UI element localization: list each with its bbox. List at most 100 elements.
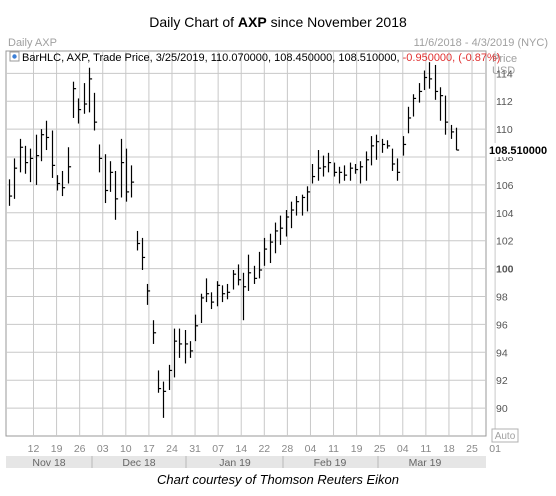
price-bar: [98, 144, 103, 173]
price-bar: [184, 329, 189, 364]
x-tick-label: 11: [328, 443, 339, 455]
price-bar: [301, 194, 306, 216]
x-tick-label: 19: [51, 443, 63, 455]
x-axis: 12 19 26 03 10 17 24 31 07 14 22 28 04 11 19 25 04 11 18 25…: [6, 443, 501, 468]
y-tick-label: 90: [496, 403, 508, 415]
price-bar: [35, 134, 40, 185]
price-bar: [253, 265, 258, 284]
price-bar: [391, 148, 396, 171]
y-tick-label: 104: [496, 208, 514, 220]
grid: [6, 51, 496, 436]
plot-frame: [5, 50, 487, 437]
price-bar: [333, 162, 338, 177]
price-bar: [402, 136, 407, 156]
x-tick-label: 04: [397, 443, 409, 455]
legend-text: BarHLC, AXP, Trade Price, 3/25/2019, 110…: [22, 52, 400, 64]
price-bar: [237, 264, 242, 286]
price-bar: [418, 83, 423, 103]
price-bar: [45, 120, 50, 151]
price-axis-label: Price: [492, 53, 517, 65]
x-tick-label: 17: [143, 443, 155, 455]
legend-toggle-icon[interactable]: [12, 54, 17, 59]
price-bar: [125, 148, 130, 202]
x-tick-label: 14: [235, 443, 247, 455]
y-tick-label: 114: [496, 68, 513, 80]
price-bar: [162, 381, 167, 418]
price-bar: [343, 165, 348, 181]
x-month-label: Jan 19: [219, 457, 251, 468]
price-chart: Daily AXP 11/6/2018 - 4/3/2019 (NYC) 12 1…: [0, 36, 556, 468]
price-bar: [375, 134, 380, 160]
x-tick-label: 03: [97, 443, 109, 455]
price-bars: [8, 62, 460, 418]
x-tick-label: 10: [120, 443, 132, 455]
price-bar: [285, 210, 290, 237]
price-bar: [194, 314, 199, 342]
price-bar: [247, 254, 252, 291]
price-bar: [109, 161, 114, 192]
x-tick-label: 25: [374, 443, 386, 455]
price-bar: [258, 251, 263, 279]
price-bar: [40, 129, 45, 162]
x-tick-label: 12: [28, 443, 40, 455]
legend: BarHLC, AXP, Trade Price, 3/25/2019, 110…: [9, 51, 501, 64]
price-bar: [114, 170, 119, 220]
price-bar: [412, 94, 417, 117]
price-bar: [216, 281, 221, 307]
price-bar: [386, 140, 391, 149]
price-bar: [450, 124, 455, 139]
x-tick-label: 11: [420, 443, 431, 455]
price-bar: [327, 152, 332, 173]
price-bar: [423, 70, 428, 91]
chart-header-left: Daily AXP: [8, 37, 57, 49]
price-bar: [354, 163, 359, 174]
price-bar: [269, 233, 274, 264]
price-bar: [232, 270, 237, 290]
auto-scale-button[interactable]: Auto: [491, 428, 519, 443]
price-bar: [83, 83, 88, 114]
price-bar: [168, 364, 173, 390]
price-bar: [370, 136, 375, 166]
price-bar: [13, 158, 18, 199]
price-bar: [120, 138, 125, 198]
price-bar: [200, 293, 205, 324]
y-tick-label: 100: [496, 264, 514, 276]
currency-axis-label: USD: [492, 65, 515, 77]
price-bar: [93, 92, 98, 131]
price-bar: [290, 201, 295, 229]
price-bar: [8, 179, 13, 206]
price-bar: [279, 215, 284, 245]
price-bar: [359, 161, 364, 184]
month-band: [6, 456, 486, 468]
x-month-label: Dec 18: [122, 457, 155, 468]
chart-header-right: 11/6/2018 - 4/3/2019 (NYC): [414, 37, 548, 49]
x-tick-label: 18: [443, 443, 455, 455]
x-tick-label: 22: [258, 443, 270, 455]
last-price-label: 108.510000: [489, 145, 547, 157]
auto-scale-label: Auto: [495, 431, 516, 442]
price-bar: [56, 175, 61, 191]
y-tick-label: 92: [496, 375, 508, 387]
x-tick-label: 31: [189, 443, 201, 455]
legend-change: -0.950000, (-0.87%): [403, 52, 501, 64]
x-tick-label: 19: [351, 443, 363, 455]
price-bar: [157, 370, 162, 393]
x-tick-label: 01: [489, 443, 501, 455]
title-suffix: since November 2018: [266, 14, 407, 30]
price-bar: [381, 138, 386, 153]
price-bar: [173, 328, 178, 378]
price-bar: [455, 127, 460, 151]
y-tick-label: 110: [496, 124, 513, 136]
chart-title: Daily Chart of AXP since November 2018: [0, 14, 556, 30]
price-bar: [61, 170, 66, 197]
price-bar: [136, 230, 141, 251]
y-tick-label: 112: [496, 96, 513, 108]
price-bar: [439, 87, 444, 121]
price-bar: [226, 283, 231, 300]
price-bar: [444, 95, 449, 135]
price-bar: [263, 237, 268, 266]
x-month-label: Mar 19: [409, 457, 442, 468]
price-bar: [77, 98, 82, 124]
price-bar: [274, 222, 279, 254]
y-tick-label: 98: [496, 292, 508, 304]
